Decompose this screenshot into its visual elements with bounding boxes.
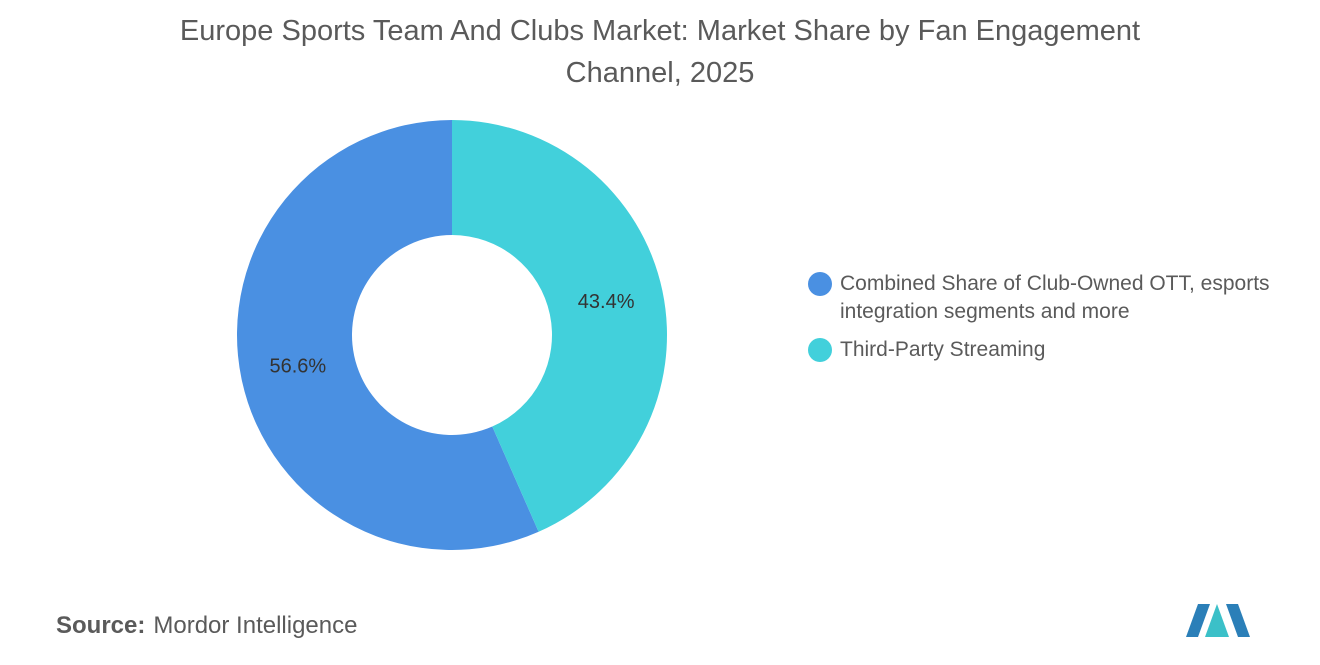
chart-title: Europe Sports Team And Clubs Market: Mar… (179, 15, 1141, 89)
legend-item: Combined Share of Club-Owned OTT, esport… (808, 270, 1318, 326)
legend-item: Third-Party Streaming (808, 336, 1318, 364)
slice (452, 120, 667, 532)
source: Source: Mordor Intelligence (56, 612, 357, 640)
source-label: Source: (56, 612, 146, 639)
legend-label: Third-Party Streaming (840, 338, 1046, 361)
slice (237, 120, 539, 551)
legend-swatch (808, 338, 832, 362)
legend-label: Combined Share of Club-Owned OTT, esport… (840, 272, 1270, 323)
value-label: 43.4% (578, 291, 635, 313)
logo (1186, 604, 1250, 637)
legend: Combined Share of Club-Owned OTT, esport… (808, 270, 1318, 374)
value-label: 56.6% (270, 356, 327, 378)
source-text: Mordor Intelligence (153, 612, 358, 639)
legend-swatch (808, 272, 832, 296)
